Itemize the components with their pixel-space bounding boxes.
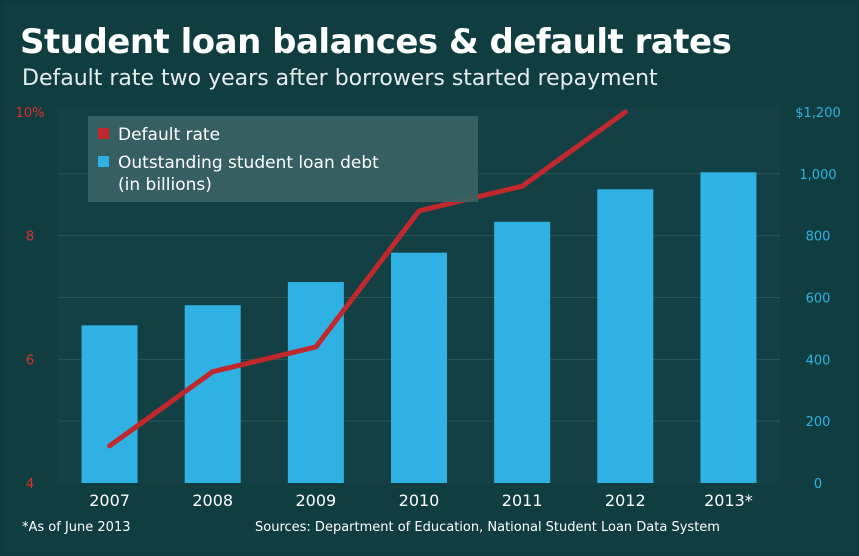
chart-subtitle: Default rate two years after borrowers s… — [22, 66, 658, 91]
x-tick-label: 2009 — [295, 491, 336, 510]
default-rate-point — [624, 111, 626, 113]
default-rate-point — [315, 346, 317, 348]
legend-label-loan-debt: Outstanding student loan debt — [118, 153, 379, 173]
default-rate-line — [107, 109, 628, 449]
default-rate-point — [212, 371, 214, 373]
right-tick-label: 400 — [806, 353, 831, 368]
legend: Default rate Outstanding student loan deb… — [88, 116, 478, 202]
legend-swatch-default-rate — [98, 128, 109, 139]
left-tick-label: 10% — [16, 106, 45, 121]
right-tick-label: 600 — [806, 292, 831, 307]
bar-2011 — [494, 221, 551, 484]
x-tick-label: 2007 — [89, 491, 130, 510]
bar-2008 — [184, 305, 241, 483]
line-series — [107, 109, 628, 449]
legend-box — [88, 116, 478, 202]
bar-2012 — [597, 189, 654, 483]
legend-swatch-loan-debt — [98, 156, 109, 167]
right-tick-label: 200 — [806, 415, 831, 430]
left-axis: 4 6 8 10% — [16, 106, 45, 492]
right-tick-label: $1,200 — [795, 106, 841, 121]
footnote: *As of June 2013 — [22, 520, 131, 535]
bar-2013 — [700, 172, 757, 483]
x-axis: 2007 2008 2009 2010 2011 2012 2013* — [89, 491, 753, 510]
x-tick-label: 2008 — [192, 491, 233, 510]
left-tick-label: 4 — [26, 477, 34, 492]
bar-2009 — [287, 282, 344, 483]
source-note: Sources: Department of Education, Nation… — [255, 520, 720, 535]
x-tick-label: 2011 — [502, 491, 543, 510]
x-tick-label: 2010 — [399, 491, 440, 510]
chart-title: Student loan balances & default rates — [20, 22, 732, 62]
left-tick-label: 6 — [26, 353, 34, 368]
default-rate-point — [109, 445, 111, 447]
right-tick-label: 1,000 — [799, 168, 836, 183]
left-tick-label: 8 — [26, 230, 34, 245]
bar-2007 — [81, 325, 138, 483]
x-tick-label: 2013* — [704, 491, 753, 510]
bar-series — [81, 172, 757, 484]
x-tick-label: 2012 — [605, 491, 646, 510]
legend-label-loan-debt-units: (in billions) — [118, 175, 212, 195]
default-rate-point — [418, 210, 420, 212]
bar-2010 — [391, 252, 447, 483]
default-rate-point — [521, 185, 523, 187]
legend-label-default-rate: Default rate — [118, 125, 220, 145]
right-tick-label: 0 — [814, 477, 822, 492]
right-tick-label: 800 — [806, 230, 831, 245]
right-axis: 0 200 400 600 800 1,000 $1,200 — [795, 106, 841, 492]
